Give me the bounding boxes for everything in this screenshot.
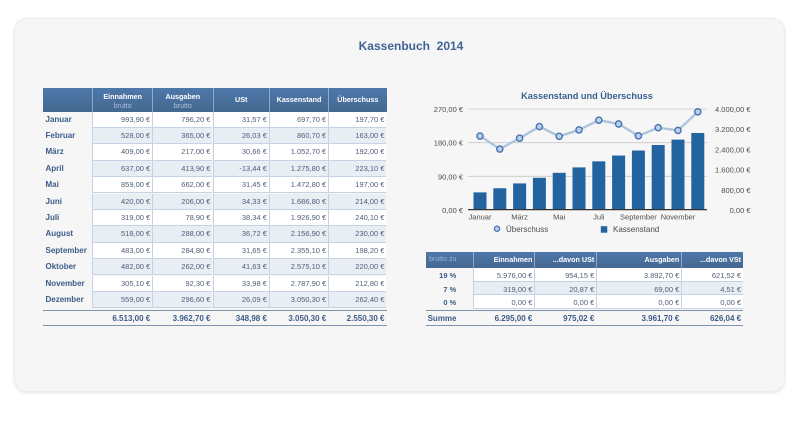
svg-text:Kassenstand und Überschuss: Kassenstand und Überschuss bbox=[521, 91, 653, 101]
svg-text:März: März bbox=[511, 213, 528, 222]
svg-text:0,00 €: 0,00 € bbox=[730, 206, 752, 215]
svg-text:Kassenstand: Kassenstand bbox=[613, 225, 659, 234]
svg-text:Mai: Mai bbox=[553, 213, 565, 222]
svg-text:Juli: Juli bbox=[593, 213, 605, 222]
svg-text:90,00 €: 90,00 € bbox=[438, 172, 464, 181]
svg-text:1.600,00 €: 1.600,00 € bbox=[715, 166, 751, 175]
svg-text:2.400,00 €: 2.400,00 € bbox=[715, 145, 751, 154]
svg-text:4.000,00 €: 4.000,00 € bbox=[715, 105, 751, 114]
svg-text:September: September bbox=[620, 213, 657, 222]
svg-text:Januar: Januar bbox=[469, 213, 492, 222]
svg-text:270,00 €: 270,00 € bbox=[434, 105, 464, 114]
svg-text:November: November bbox=[661, 213, 696, 222]
svg-text:3.200,00 €: 3.200,00 € bbox=[715, 125, 751, 134]
svg-text:800,00 €: 800,00 € bbox=[721, 186, 751, 195]
svg-text:180,00 €: 180,00 € bbox=[434, 139, 464, 148]
svg-text:0,00 €: 0,00 € bbox=[442, 206, 464, 215]
svg-text:Überschuss: Überschuss bbox=[506, 225, 548, 234]
